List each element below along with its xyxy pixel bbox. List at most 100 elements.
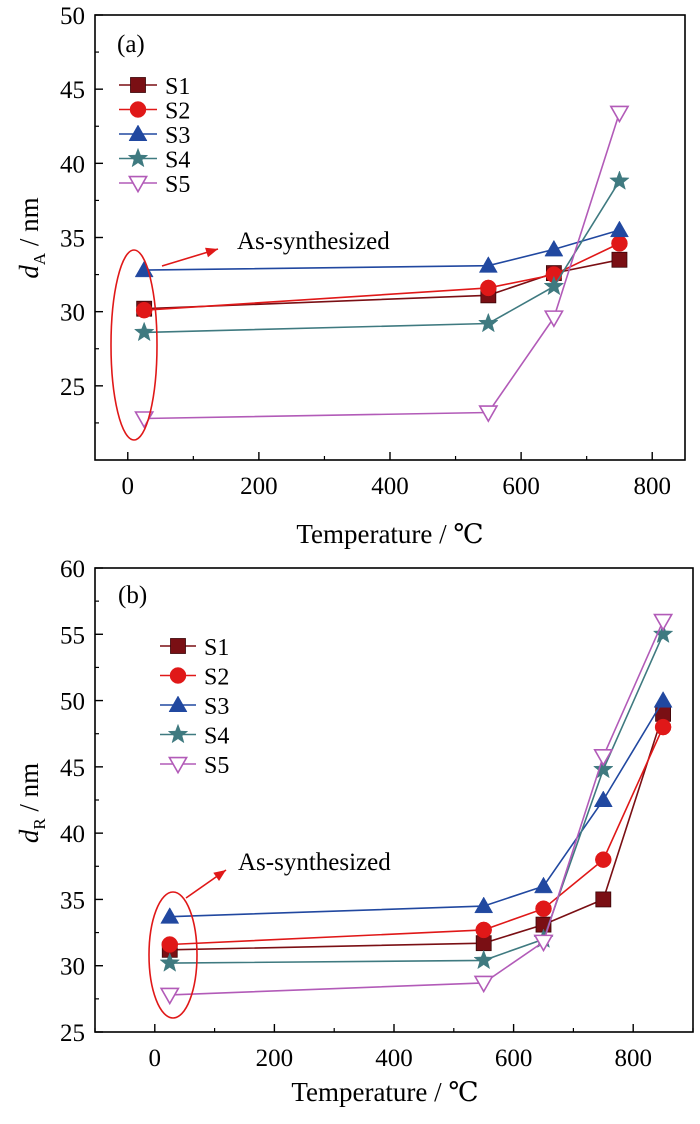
legend-marker-S1 xyxy=(170,638,186,654)
y-tick-label-40: 40 xyxy=(60,821,85,848)
data-point-S4-750 xyxy=(609,170,630,190)
y-tick-label-25: 25 xyxy=(60,1020,85,1047)
series-line-S2 xyxy=(169,726,664,946)
data-point-S3-750 xyxy=(593,790,613,807)
data-point-S4-750 xyxy=(592,758,614,779)
legend-marker-S4 xyxy=(127,147,149,168)
series-line-S1 xyxy=(144,259,620,310)
data-point-S3-550 xyxy=(474,896,494,914)
x-tick-label-600: 600 xyxy=(502,473,540,500)
data-point-S2-25 xyxy=(135,301,153,319)
legend-label-S3: S3 xyxy=(165,123,190,149)
y-tick-label-45: 45 xyxy=(60,755,85,782)
legend-label-S4: S4 xyxy=(204,724,229,750)
series-S4-b xyxy=(159,623,674,972)
legend-marker-S5 xyxy=(127,175,149,194)
series-S3-b xyxy=(160,691,673,924)
legend-marker-S3 xyxy=(168,695,188,712)
legend-label-S5: S5 xyxy=(165,172,190,198)
x-tick-label-200: 200 xyxy=(256,1045,294,1072)
legend-marker-S3 xyxy=(128,124,148,141)
data-point-S4-550 xyxy=(473,949,495,970)
annotation-arrow-head-b xyxy=(213,870,226,881)
legend-label-S3: S3 xyxy=(204,694,229,720)
y-tick-label-50: 50 xyxy=(60,3,85,30)
series-line-S2 xyxy=(144,242,620,311)
annotation-arrow-head-a xyxy=(205,247,218,258)
data-point-S3-650 xyxy=(544,239,564,257)
data-point-S5-550 xyxy=(478,405,499,423)
data-point-S3-25 xyxy=(134,260,154,278)
legend-marker-S1 xyxy=(130,77,146,93)
series-S1-b xyxy=(161,705,671,958)
series-S4-a xyxy=(133,170,630,342)
legend-label-S4: S4 xyxy=(165,148,190,174)
data-point-S5-650 xyxy=(543,310,564,328)
data-point-S3-550 xyxy=(478,256,498,273)
data-point-S5-25 xyxy=(159,987,180,1006)
x-tick-label-400: 400 xyxy=(375,1045,413,1072)
panel-label-a: (a) xyxy=(117,31,145,58)
chart-a-svg: 0 200 400 600 800 25 30 35 40 45 50 Temperature / ℃… xyxy=(14,3,686,549)
legend-label-S2: S2 xyxy=(165,99,190,125)
y-tick-label-25: 25 xyxy=(60,374,85,401)
legend-marker-S5 xyxy=(167,756,189,775)
y-axis-title-b: dR / nm xyxy=(14,763,49,843)
y-tick-label-30: 30 xyxy=(60,954,85,981)
series-S5-b xyxy=(159,613,674,1006)
legend-marker-S4 xyxy=(167,723,189,744)
data-point-S4-550 xyxy=(478,312,499,333)
series-line-S3 xyxy=(144,229,620,271)
chart-b-svg: 0 200 400 600 800 25 30 35 40 45 50 55 60 Temperature… xyxy=(14,556,694,1107)
data-point-S2-850 xyxy=(654,718,672,736)
chart-panel-b: 0 200 400 600 800 25 30 35 40 45 50 55 60 Temperature… xyxy=(0,556,700,1119)
legend-label-S1: S1 xyxy=(165,74,190,100)
chart-panel-a: 0 200 400 600 800 25 30 35 40 45 50 Temperature / ℃… xyxy=(0,0,700,560)
data-point-S5-750 xyxy=(593,748,614,767)
legend-marker-S2 xyxy=(169,667,187,684)
data-point-S4-850 xyxy=(652,623,674,644)
series-S3-a xyxy=(134,220,629,278)
data-point-S5-750 xyxy=(609,105,630,124)
legend-label-S5: S5 xyxy=(204,753,229,779)
legend-label-S1: S1 xyxy=(204,635,229,661)
data-point-S2-650 xyxy=(535,900,552,917)
data-point-S5-650 xyxy=(533,934,554,953)
x-tick-label-0: 0 xyxy=(122,473,135,500)
y-tick-label-50: 50 xyxy=(60,689,85,716)
data-point-S1-750 xyxy=(595,891,612,908)
y-tick-label-45: 45 xyxy=(60,77,85,104)
data-point-S2-25 xyxy=(161,936,178,953)
data-point-S3-650 xyxy=(534,876,553,894)
data-point-S3-750 xyxy=(610,220,629,238)
data-point-S5-550 xyxy=(473,975,494,994)
y-axis-title-a: dA / nm xyxy=(14,197,49,278)
annotation-ellipse-a xyxy=(110,249,158,441)
data-point-S2-550 xyxy=(480,279,497,297)
series-S2-a xyxy=(135,235,628,319)
x-tick-label-0: 0 xyxy=(149,1045,162,1072)
x-tick-label-600: 600 xyxy=(495,1045,533,1072)
data-point-S4-25 xyxy=(159,952,181,972)
legend-marker-S2 xyxy=(129,101,147,118)
data-point-S3-850 xyxy=(653,691,673,708)
y-tick-label-35: 35 xyxy=(60,226,85,253)
series-line-S5 xyxy=(144,112,621,420)
annotation-ellipse-b xyxy=(148,891,198,1019)
panel-label-b: (b) xyxy=(118,582,147,609)
data-point-S2-750 xyxy=(611,235,628,252)
data-point-S4-650 xyxy=(543,275,565,296)
series-S5-a xyxy=(134,105,630,429)
annotation-text-a: As-synthesized xyxy=(237,228,390,255)
data-point-S2-750 xyxy=(595,851,612,868)
data-point-S1-750 xyxy=(611,251,628,268)
data-point-S5-850 xyxy=(653,613,674,632)
x-tick-label-200: 200 xyxy=(240,473,278,500)
x-tick-label-400: 400 xyxy=(371,473,409,500)
y-tick-label-55: 55 xyxy=(60,622,85,649)
x-tick-label-800: 800 xyxy=(614,1045,652,1072)
y-tick-label-40: 40 xyxy=(60,151,85,178)
series-line-S4 xyxy=(144,180,621,334)
legend-label-S2: S2 xyxy=(204,665,229,691)
